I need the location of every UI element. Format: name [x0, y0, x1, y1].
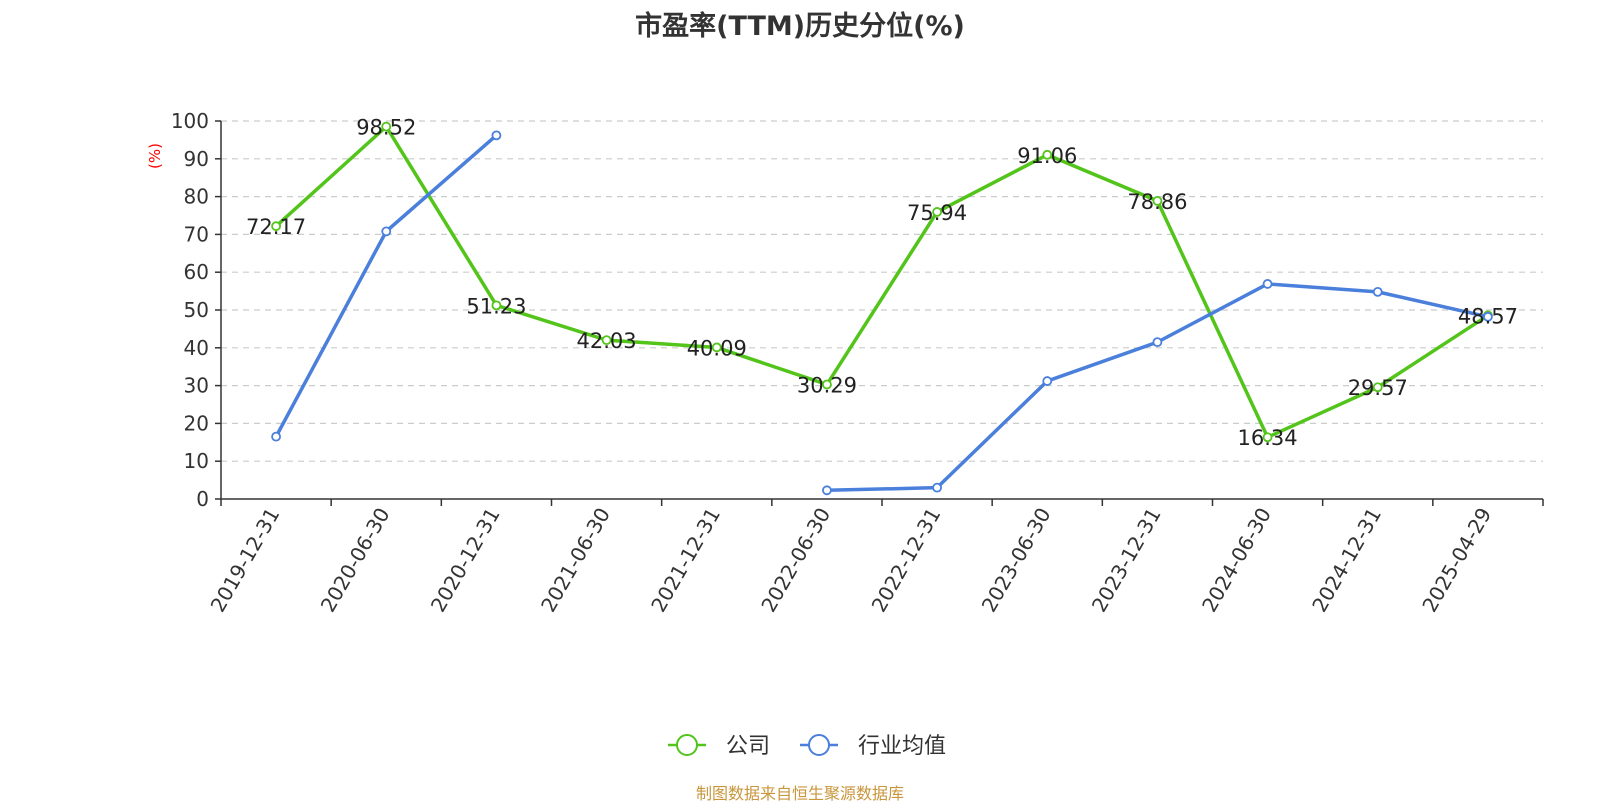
data-point — [1152, 337, 1163, 348]
x-tick-label: 2020-12-31 — [426, 503, 505, 616]
x-tick-label: 2023-06-30 — [977, 504, 1056, 617]
data-point — [1372, 382, 1383, 393]
series-line-1 — [274, 134, 498, 438]
y-tick-label: 100 — [171, 109, 209, 133]
data-point — [932, 207, 942, 217]
x-tick-label: 2025-04-29 — [1417, 504, 1496, 617]
y-tick-label: 10 — [184, 449, 209, 473]
legend-label: 行业均值 — [858, 734, 946, 759]
data-point — [381, 226, 392, 237]
data-source-note: 制图数据来自恒生聚源数据库 — [695, 784, 904, 803]
data-label: 98.52 — [356, 116, 416, 140]
data-point — [1372, 286, 1383, 297]
x-tick-label: 2023-12-31 — [1087, 504, 1166, 617]
data-point — [381, 121, 392, 132]
x-tick-label: 2019-12-31 — [206, 504, 285, 617]
x-tick-label: 2021-12-31 — [646, 504, 725, 617]
data-point — [491, 130, 502, 141]
y-tick-label: 40 — [184, 336, 209, 360]
data-label: 48.57 — [1458, 304, 1518, 328]
x-tick-label: 2020-06-30 — [316, 504, 395, 617]
data-point — [1042, 376, 1053, 386]
data-label: 29.57 — [1348, 376, 1408, 400]
series-line-0 — [274, 124, 1489, 439]
data-label: 78.86 — [1127, 190, 1187, 214]
data-point — [271, 431, 281, 442]
data-point — [822, 379, 832, 390]
y-tick-label: 70 — [184, 222, 209, 246]
y-tick-label: 30 — [184, 374, 209, 398]
y-tick-label: 80 — [184, 185, 209, 209]
data-label: 30.29 — [797, 374, 857, 398]
data-point — [711, 342, 722, 353]
y-tick-label: 50 — [184, 298, 209, 322]
data-label: 75.94 — [907, 201, 967, 225]
data-label: 72.17 — [246, 215, 306, 239]
x-tick-label: 2024-12-31 — [1307, 504, 1386, 617]
data-point — [1483, 311, 1493, 322]
data-point — [1262, 279, 1273, 289]
data-label: 42.03 — [577, 329, 637, 353]
data-point — [822, 485, 832, 496]
data-point — [1262, 432, 1273, 443]
data-point — [491, 300, 502, 311]
data-point — [1042, 149, 1053, 160]
legend-label: 公司 — [726, 734, 770, 759]
y-tick-label: 0 — [196, 487, 209, 511]
chart-title: 市盈率(TTM)历史分位(%) — [635, 11, 965, 42]
data-label: 16.34 — [1238, 426, 1298, 450]
y-tick-label: 90 — [184, 147, 209, 171]
data-label: 51.23 — [466, 294, 526, 318]
x-tick-label: 2021-06-30 — [536, 504, 615, 617]
data-point — [601, 335, 612, 346]
y-tick-label: 60 — [184, 260, 209, 284]
data-point — [1152, 196, 1163, 206]
x-tick-label: 2022-06-30 — [756, 504, 835, 617]
data-label: 40.09 — [687, 336, 747, 360]
line-chart: 0 10 20 30 40 50 60 70 80 90 100 (%) 2019-12-31 2020-… — [146, 109, 1544, 759]
data-point — [271, 221, 281, 232]
legend-marker — [676, 734, 698, 756]
x-tick-label: 2024-06-30 — [1197, 504, 1276, 617]
data-point — [932, 482, 942, 493]
y-tick-label: 20 — [184, 411, 209, 435]
legend-marker — [808, 734, 830, 756]
y-axis-label: (%) — [146, 143, 164, 169]
x-tick-label: 2022-12-31 — [867, 503, 946, 616]
data-label: 91.06 — [1017, 144, 1077, 168]
